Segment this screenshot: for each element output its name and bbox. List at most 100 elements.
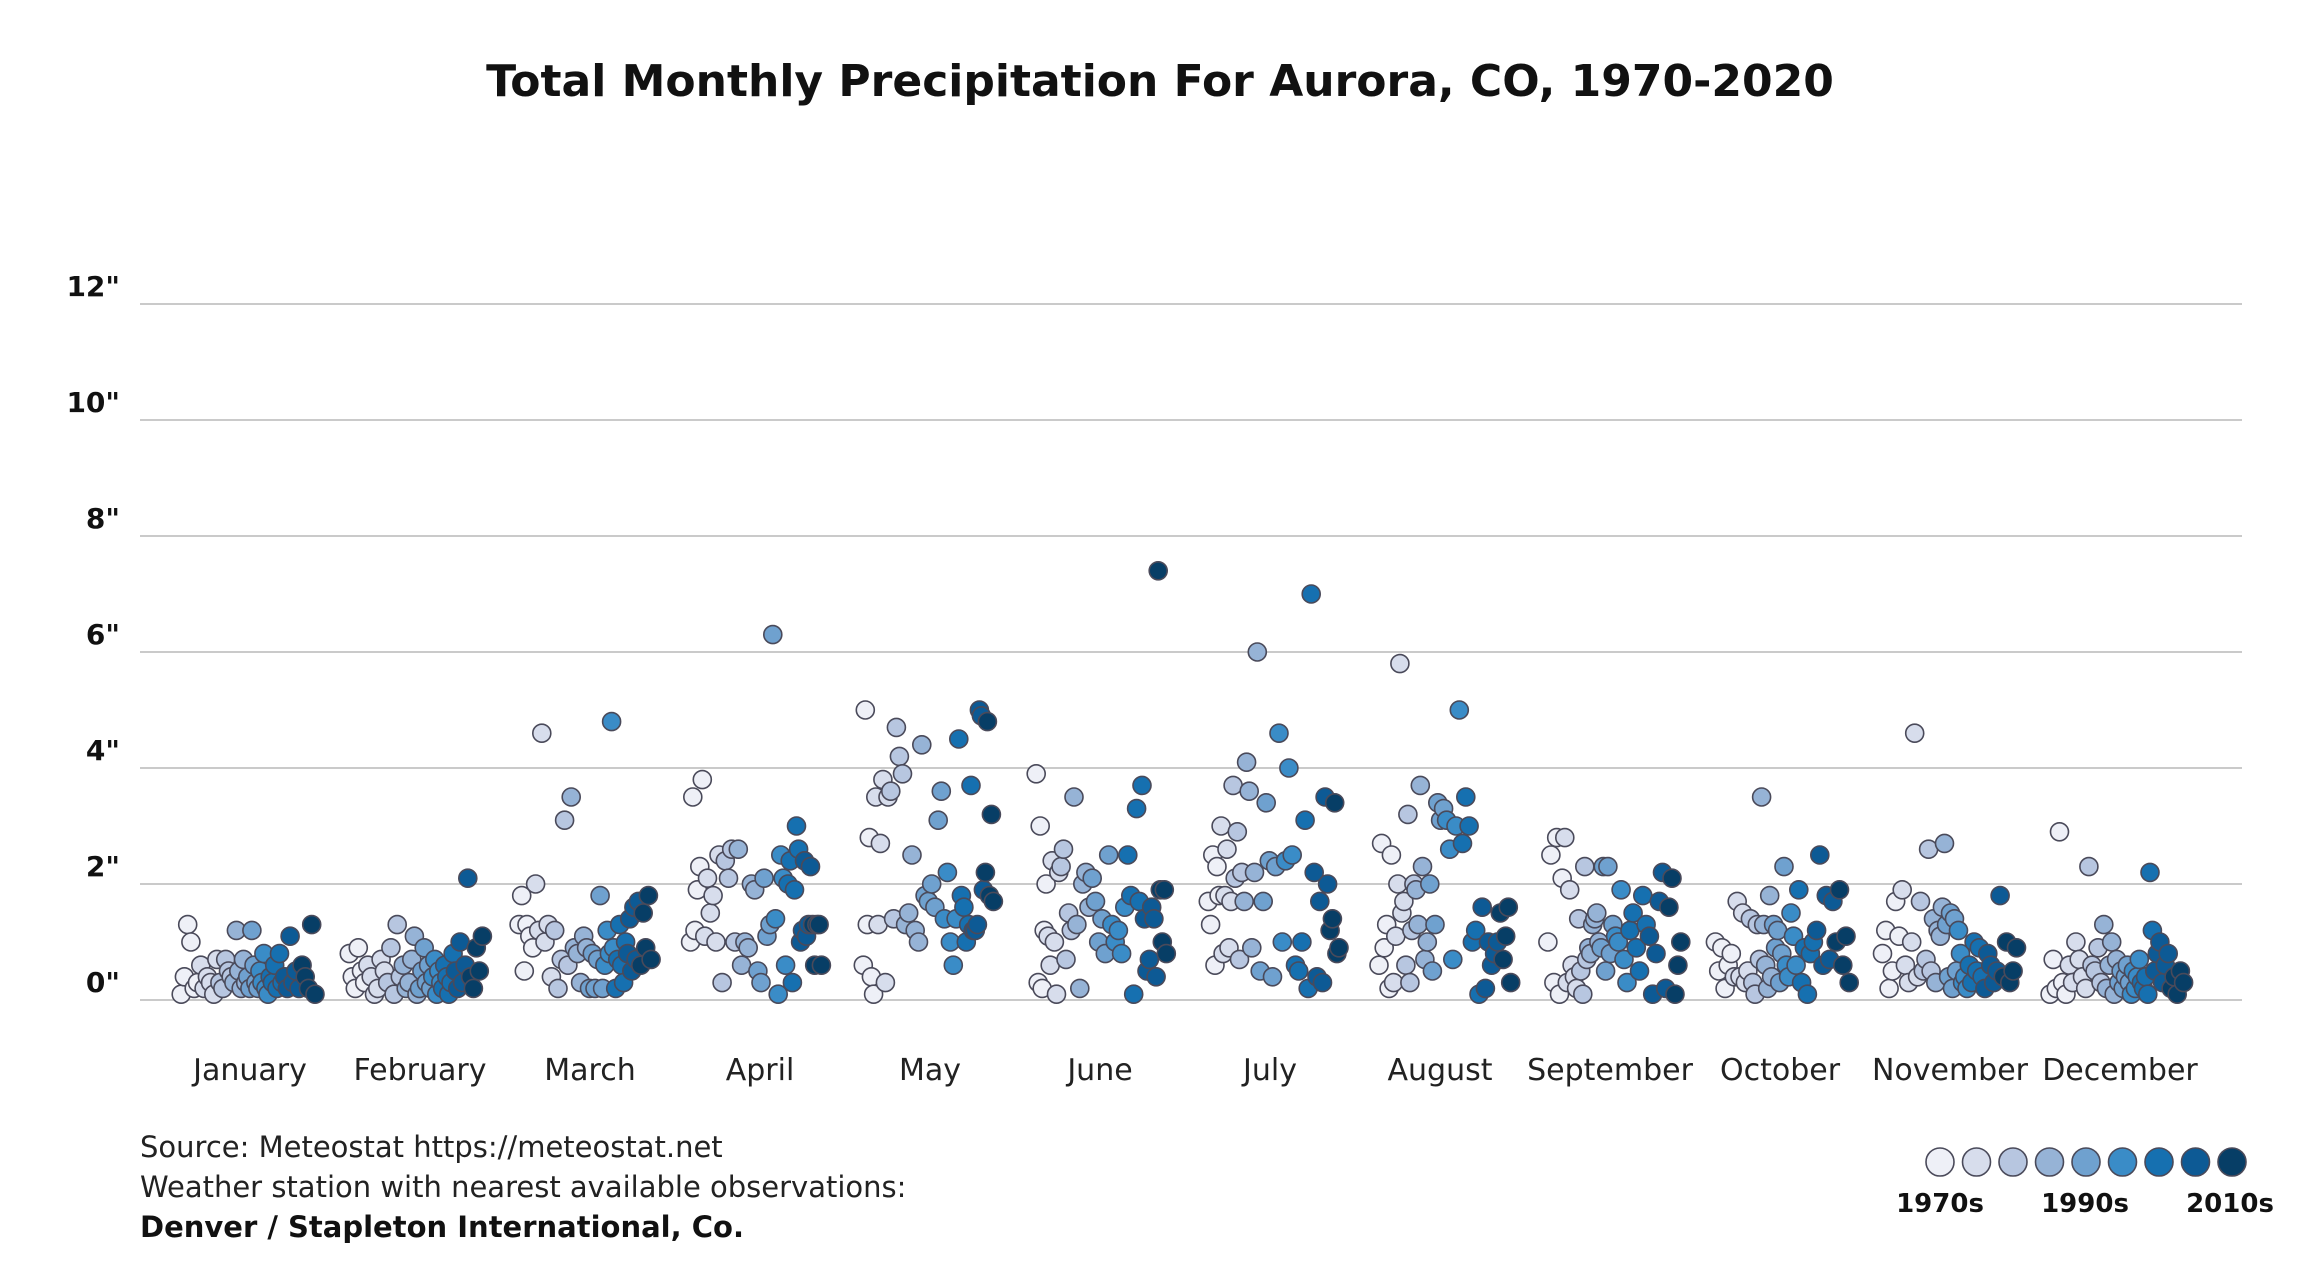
data-point <box>943 955 964 976</box>
data-point <box>1904 723 1925 744</box>
legend-swatch <box>1925 1147 1955 1177</box>
data-point <box>1797 984 1818 1005</box>
data-point <box>1573 984 1593 1005</box>
data-point <box>1262 966 1283 987</box>
station-note: Weather station with nearest available o… <box>140 1170 907 1204</box>
data-point <box>1781 903 1801 923</box>
legend-swatch <box>2071 1147 2101 1177</box>
data-point <box>544 920 565 941</box>
data-point <box>1449 700 1470 720</box>
data-point <box>1422 961 1443 981</box>
data-point <box>983 891 1004 912</box>
data-point <box>1774 856 1794 877</box>
data-point <box>1910 891 1931 912</box>
data-point <box>301 914 322 935</box>
data-point <box>1665 984 1685 1005</box>
data-point <box>718 868 739 889</box>
data-point <box>1412 856 1433 877</box>
data-point <box>1329 937 1349 958</box>
data-point <box>1934 833 1955 854</box>
data-point <box>1301 584 1321 604</box>
data-point <box>1559 879 1580 900</box>
x-tick-label: September <box>1527 1053 1693 1088</box>
data-point <box>1659 897 1679 918</box>
data-point <box>1892 879 1912 900</box>
data-point <box>728 839 749 860</box>
data-point <box>1227 821 1248 842</box>
data-point <box>1067 914 1087 935</box>
data-point <box>937 862 958 883</box>
legend-swatch <box>2034 1147 2065 1177</box>
data-point <box>1493 949 1513 970</box>
y-tick-label: 8" <box>86 502 120 535</box>
data-point <box>1611 879 1631 900</box>
data-point <box>1256 792 1276 813</box>
data-point <box>1211 816 1231 836</box>
data-point <box>2140 862 2160 883</box>
data-point <box>1420 874 1440 894</box>
data-point <box>641 949 661 970</box>
data-point <box>1292 932 1312 952</box>
data-point <box>1118 845 1138 865</box>
data-point <box>1044 932 1065 952</box>
data-point <box>1132 775 1152 796</box>
data-point <box>1085 891 1106 912</box>
data-point <box>242 920 262 941</box>
data-point <box>1662 868 1682 889</box>
gridlines <box>140 303 2242 1001</box>
data-point <box>1139 949 1160 970</box>
data-point <box>706 932 726 952</box>
data-point <box>1217 839 1237 860</box>
x-tick-label: October <box>1720 1053 1841 1088</box>
data-point <box>1452 833 1473 854</box>
data-point <box>1026 763 1046 784</box>
data-point <box>1398 804 1418 825</box>
data-point <box>1500 972 1521 993</box>
data-point <box>1472 897 1492 918</box>
x-tick-label: December <box>2042 1053 2198 1088</box>
data-point <box>1575 856 1595 877</box>
data-point <box>590 885 610 906</box>
data-point <box>892 763 913 784</box>
data-point <box>1279 758 1299 778</box>
data-point <box>1623 903 1643 923</box>
data-point <box>1229 949 1250 970</box>
data-points <box>171 560 2194 1005</box>
data-point <box>1465 920 1486 941</box>
data-point <box>1538 932 1558 952</box>
data-point <box>1417 932 1438 952</box>
data-point <box>1456 787 1476 807</box>
data-point <box>457 868 478 889</box>
legend-swatch <box>2180 1147 2211 1177</box>
data-point <box>977 711 998 732</box>
data-point <box>961 775 981 796</box>
decade-legend: 1970s 1990s 2010s <box>1896 1147 2274 1219</box>
data-point <box>1295 810 1315 831</box>
data-point <box>811 955 832 976</box>
data-point <box>1498 897 1519 918</box>
data-point <box>2158 943 2178 964</box>
data-point <box>1053 839 1074 860</box>
data-point <box>1064 787 1084 807</box>
data-point <box>1383 972 1404 993</box>
data-point <box>754 868 774 889</box>
data-point <box>1242 937 1262 958</box>
data-point <box>1082 868 1102 889</box>
data-point <box>1324 792 1345 813</box>
data-point <box>2101 932 2122 952</box>
data-point <box>1836 926 1856 947</box>
data-point <box>1646 943 1666 964</box>
data-point <box>1234 891 1254 912</box>
data-point <box>682 787 703 807</box>
legend-label-1970s: 1970s <box>1896 1189 1984 1219</box>
data-point <box>2138 984 2158 1005</box>
data-point <box>870 833 891 854</box>
data-point <box>921 874 942 894</box>
data-point <box>1786 955 1806 976</box>
data-point <box>1381 845 1402 865</box>
data-point <box>1317 874 1338 894</box>
data-point <box>1620 920 1640 941</box>
data-point <box>1312 972 1333 993</box>
data-point <box>548 978 568 999</box>
